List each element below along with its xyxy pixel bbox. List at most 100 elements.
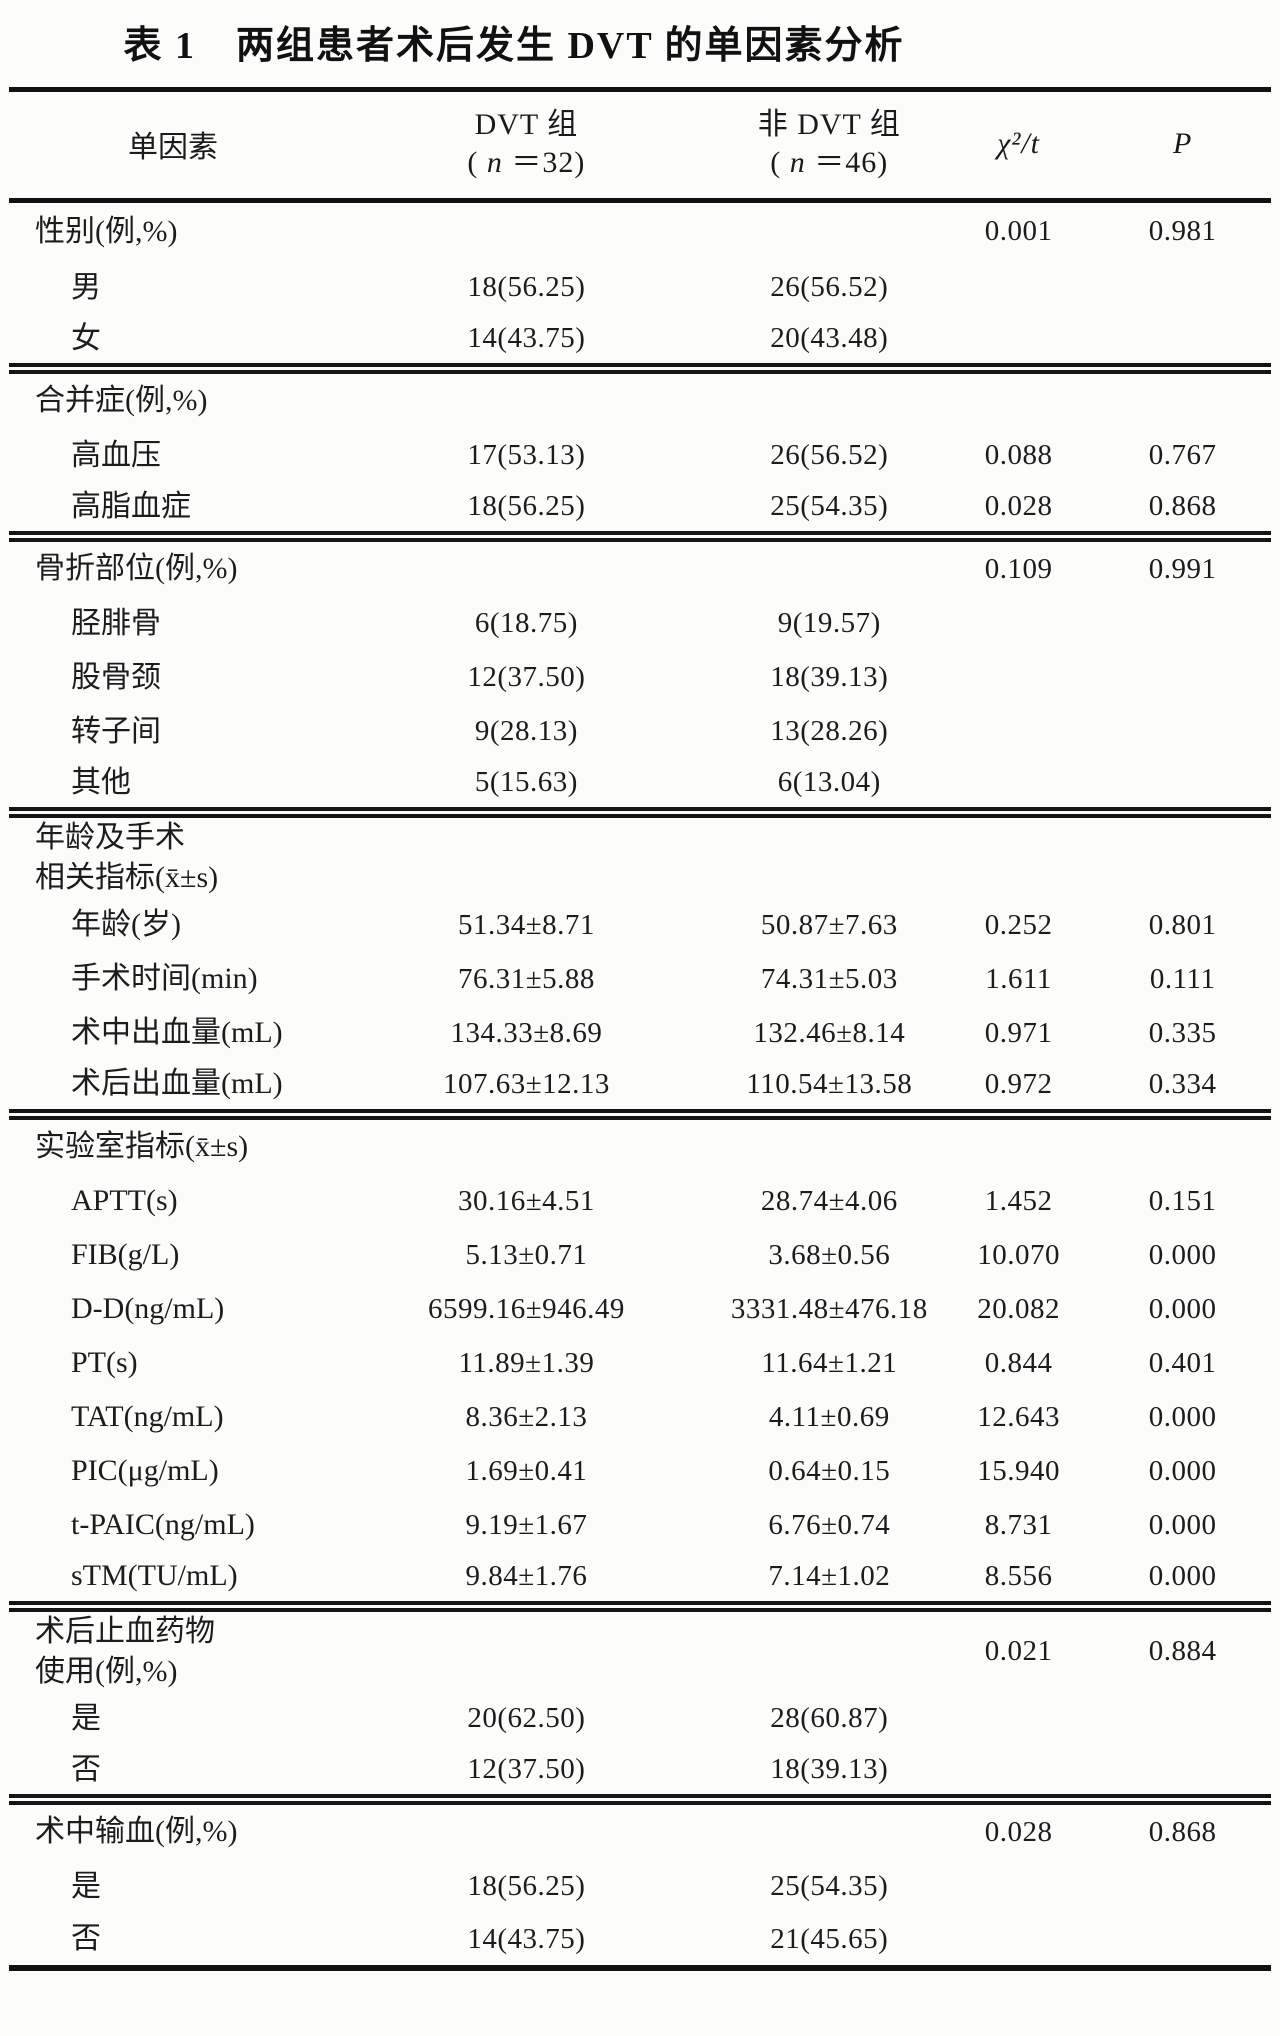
non-dvt-group-value: 7.14±1.02 — [768, 1559, 891, 1592]
table-row: sTM(TU/mL) 9.84±1.76 7.14±1.02 8.556 0.000 — [9, 1552, 1271, 1606]
section-header-row: 性别(例,%) 0.001 0.981 — [9, 201, 1271, 261]
chi-square-t-value: 8.731 — [984, 1508, 1053, 1541]
dvt-group-value: 11.89±1.39 — [458, 1346, 595, 1379]
row-label: 其他 — [71, 765, 131, 799]
p-value: 0.981 — [1148, 215, 1217, 248]
table-caption: 表 1 两组患者术后发生 DVT 的单因素分析 — [123, 25, 905, 67]
chi-square-t-value — [943, 813, 1094, 899]
section-laboratory-indicators: 实验室指标(x̄±s) APTT(s) 30.16±4.51 28.74±4.06 1.… — [9, 1114, 1271, 1606]
p-value — [1094, 597, 1271, 651]
row-label: 否 — [71, 1922, 101, 1955]
dvt-group-value: 12(37.50) — [467, 1753, 586, 1786]
chi-square-t-value — [943, 651, 1094, 705]
p-value — [1094, 261, 1271, 315]
non-dvt-group-value: 25(54.35) — [770, 1870, 889, 1902]
p-value: 0.335 — [1148, 1016, 1217, 1049]
row-label: 手术时间(min) — [71, 962, 258, 995]
dvt-group-value: 6599.16±946.49 — [427, 1292, 625, 1325]
row-label: TAT(ng/mL) — [71, 1400, 224, 1433]
table-row: 否 12(37.50) 18(39.13) — [9, 1746, 1271, 1800]
non-dvt-group-value: 0.64±0.15 — [768, 1454, 891, 1487]
table-row: 转子间 9(28.13) 13(28.26) — [9, 705, 1271, 759]
p-value — [1094, 1114, 1271, 1174]
non-dvt-group-value — [716, 813, 943, 899]
dvt-group-value: 51.34±8.71 — [457, 908, 595, 941]
header-row: 单因素 DVT 组 ( n ＝32) 非 DVT 组 ( n ＝46) χ²/t… — [9, 90, 1271, 201]
dvt-group-value: 6(18.75) — [474, 607, 578, 639]
chi-square-t-value: 0.972 — [984, 1067, 1053, 1100]
non-dvt-group-value — [716, 537, 943, 597]
table-row: 高血压 17(53.13) 26(56.52) 0.088 0.767 — [9, 429, 1271, 483]
factor-header-label: 单因素 — [128, 131, 219, 164]
chi-square-t-value — [943, 705, 1094, 759]
table-row: 是 18(56.25) 25(54.35) — [9, 1860, 1271, 1914]
dvt-group-value: 107.63±12.13 — [442, 1067, 610, 1100]
table-row: 否 14(43.75) 21(45.65) — [9, 1914, 1271, 1968]
dvt-group-value: 30.16±4.51 — [457, 1184, 595, 1217]
non-dvt-group-value — [716, 1114, 943, 1174]
table-row: 术后出血量(mL) 107.63±12.13 110.54±13.58 0.972 0.… — [9, 1060, 1271, 1114]
p-value: 0.868 — [1148, 1815, 1217, 1848]
chi-square-t-value: 20.082 — [977, 1292, 1060, 1325]
chi-square-t-value: 0.109 — [984, 552, 1053, 585]
row-label: 年龄及手术 相关指标(x̄±s) — [35, 821, 219, 894]
dvt-group-value: 5.13±0.71 — [465, 1238, 588, 1271]
section-header-row: 骨折部位(例,%) 0.109 0.991 — [9, 537, 1271, 597]
row-label: 术后止血药物 使用(例,%) — [35, 1614, 215, 1688]
non-dvt-group-value: 18(39.13) — [770, 1753, 889, 1786]
chi-square-t-value — [943, 1692, 1094, 1746]
row-label: t-PAIC(ng/mL) — [71, 1508, 255, 1541]
section-intraop-transfusion: 术中输血(例,%) 0.028 0.868 是 18(56.25) 25(54.35) 否 1… — [9, 1799, 1271, 1968]
table-row: 女 14(43.75) 20(43.48) — [9, 315, 1271, 369]
non-dvt-group-value: 21(45.65) — [770, 1922, 889, 1955]
row-label: 实验室指标(x̄±s) — [35, 1129, 249, 1163]
dvt-group-value: 14(43.75) — [467, 1922, 586, 1955]
dvt-group-value — [337, 1114, 716, 1174]
dvt-group-value: 20(62.50) — [467, 1702, 586, 1734]
dvt-group-value: 12(37.50) — [467, 661, 586, 693]
dvt-group-value: 134.33±8.69 — [450, 1016, 603, 1049]
chi-square-t-value: 0.021 — [984, 1635, 1053, 1667]
dvt-group-value — [337, 369, 716, 429]
dvt-group-value: 1.69±0.41 — [465, 1454, 588, 1487]
p-value: 0.000 — [1148, 1400, 1217, 1433]
chi-square-t-value: 0.028 — [984, 1815, 1053, 1848]
chi-square-t-value: 15.940 — [977, 1454, 1060, 1487]
chi-square-t-value — [943, 1114, 1094, 1174]
dvt-group-value: 17(53.13) — [467, 439, 586, 471]
table-header: 单因素 DVT 组 ( n ＝32) 非 DVT 组 ( n ＝46) χ²/t… — [9, 90, 1271, 201]
non-dvt-group-value: 26(56.52) — [770, 439, 889, 471]
table-row: TAT(ng/mL) 8.36±2.13 4.11±0.69 12.643 0.000 — [9, 1390, 1271, 1444]
p-value — [1094, 1860, 1271, 1914]
chi-square-t-value — [943, 597, 1094, 651]
dvt-group-value: 5(15.63) — [474, 766, 578, 799]
row-label: 高血压 — [71, 438, 161, 472]
section-header-row: 实验室指标(x̄±s) — [9, 1114, 1271, 1174]
dvt-group-value — [337, 537, 716, 597]
row-label: 合并症(例,%) — [35, 384, 208, 418]
row-label: FIB(g/L) — [71, 1238, 180, 1271]
dvt-group-value — [337, 813, 716, 899]
non-dvt-group-value — [716, 369, 943, 429]
table-row: D-D(ng/mL) 6599.16±946.49 3331.48±476.18 20… — [9, 1282, 1271, 1336]
p-label: P — [1172, 127, 1193, 160]
n-symbol: n — [486, 146, 503, 179]
non-dvt-group-value: 18(39.13) — [770, 661, 889, 693]
section-header-row: 合并症(例,%) — [9, 369, 1271, 429]
row-label: 高脂血症 — [71, 489, 191, 523]
non-dvt-group-value: 6(13.04) — [777, 766, 881, 799]
non-dvt-group-value: 50.87±7.63 — [760, 908, 898, 941]
non-dvt-group-value — [716, 1606, 943, 1692]
chi-square-t-value: 0.088 — [984, 439, 1053, 471]
p-value — [1094, 1746, 1271, 1800]
p-value: 0.991 — [1148, 552, 1217, 585]
p-value — [1094, 705, 1271, 759]
chi-square-t-value: 10.070 — [977, 1238, 1060, 1271]
non-dvt-group-value: 74.31±5.03 — [760, 962, 898, 995]
section-postop-hemostatic-drug: 术后止血药物 使用(例,%) 0.021 0.884 是 20(62.50) 28(60.… — [9, 1606, 1271, 1800]
row-label: 股骨颈 — [71, 660, 161, 694]
non-dvt-group-value: 11.64±1.21 — [761, 1346, 898, 1379]
dvt-group-value: 18(56.25) — [467, 1870, 586, 1902]
dvt-group-value — [337, 201, 716, 261]
chi-square-t-value: 1.611 — [985, 962, 1052, 995]
